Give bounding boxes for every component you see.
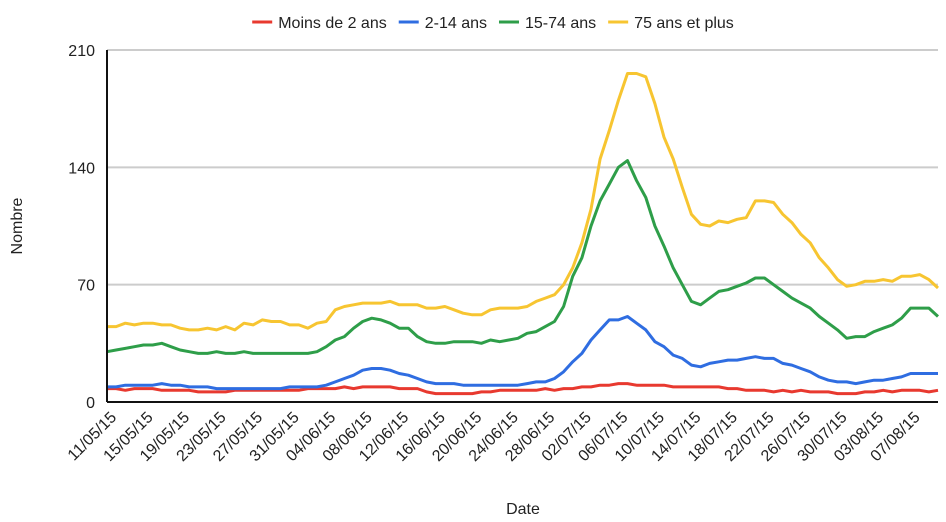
series-line: [107, 72, 940, 332]
legend-label: 2-14 ans: [425, 15, 487, 32]
legend-label: Moins de 2 ans: [278, 15, 387, 32]
y-tick-label: 70: [77, 278, 95, 295]
y-tick-label: 140: [68, 160, 95, 177]
series-line: [106, 159, 940, 355]
legend-label: 15-74 ans: [525, 15, 596, 32]
series-line: [107, 315, 938, 391]
series-line: [107, 382, 939, 396]
y-tick-label: 0: [86, 395, 95, 412]
y-axis-title: Nombre: [9, 197, 26, 254]
legend: Moins de 2 ans 2-14 ans 15-74 ans 75 ans et…: [252, 15, 734, 32]
legend-label: 75 ans et plus: [634, 15, 734, 32]
x-axis-title: Date: [506, 501, 540, 518]
y-tick-label: 210: [68, 43, 95, 60]
